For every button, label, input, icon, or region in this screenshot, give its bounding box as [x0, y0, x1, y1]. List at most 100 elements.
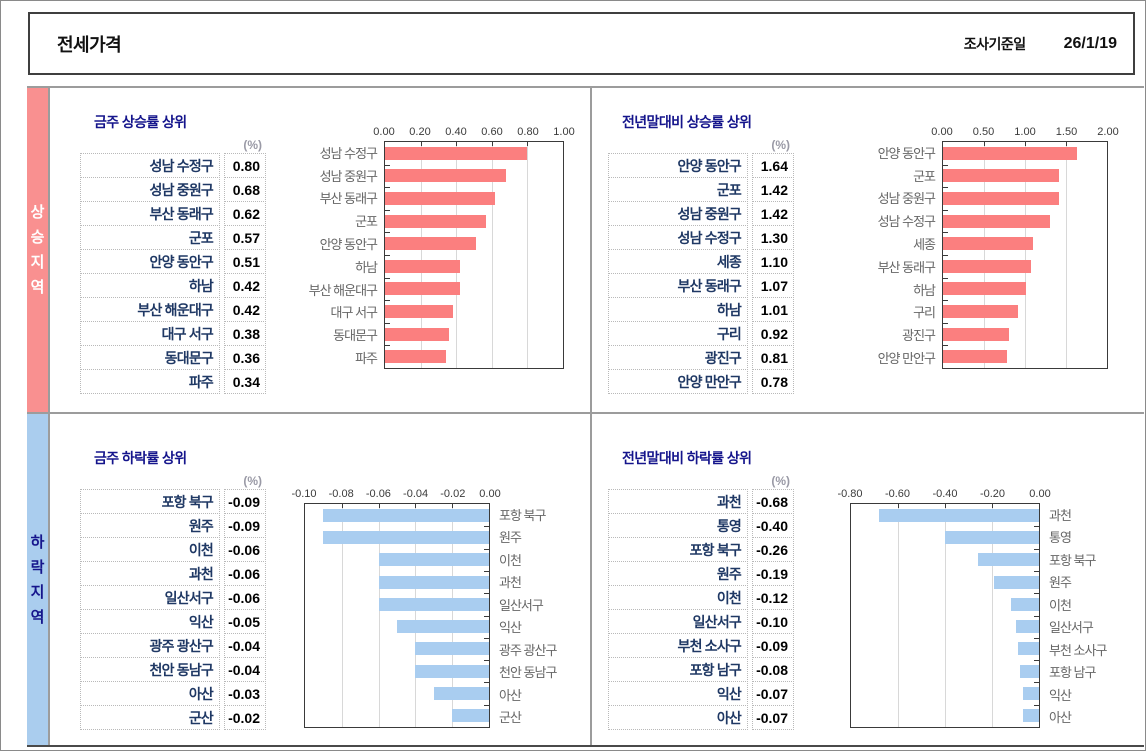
category-label: 파주	[355, 351, 378, 367]
region-name-cell: 익산	[80, 609, 220, 634]
value-cell: -0.06	[224, 537, 266, 562]
category-tick-mark	[1034, 615, 1039, 617]
region-name-cell: 광주 광산구	[80, 633, 220, 658]
value-cell: 0.68	[224, 177, 266, 202]
region-name-cell: 아산	[608, 705, 748, 730]
ytd-rise-table-block: 전년말대비 상승률 상위 (%) 안양 동안구 1.64 군포 1.42 성남 중원구 1…	[608, 112, 820, 412]
value-cell: -0.09	[224, 489, 266, 514]
category-tick-mark	[484, 660, 489, 662]
sidebar-falling-regions: 하 락 지 역	[27, 414, 50, 745]
bar	[1020, 664, 1039, 678]
axis-tick-mark	[1025, 142, 1026, 146]
region-name-cell: 일산서구	[80, 585, 220, 610]
bar	[1022, 687, 1039, 701]
region-name-cell: 과천	[80, 561, 220, 586]
x-axis: 0.00 0.20 0.40 0.60 0.80 1.00	[373, 126, 574, 141]
region-name-cell: 하남	[80, 273, 220, 298]
axis-tick-label: 0.50	[972, 126, 995, 138]
unit-label: (%)	[771, 138, 790, 152]
axis-tick-label: 0.00	[479, 488, 501, 500]
axis-tick-mark	[898, 504, 899, 508]
bar-row	[305, 593, 489, 615]
value-cell: 0.42	[224, 273, 266, 298]
bar	[433, 687, 489, 701]
category-tick-mark	[385, 232, 390, 234]
bar	[943, 191, 1060, 205]
ytd-rise-table: 안양 동안구 1.64 군포 1.42 성남 중원구 1.42 성남 수정구 1.30 세종 1.…	[608, 153, 794, 394]
axis-tick-mark	[945, 504, 946, 508]
bar	[945, 530, 1039, 544]
value-cell: -0.05	[224, 609, 266, 634]
rising-region-row: 상 승 지 역 금주 상승률 상위 (%) 성남 수정구 0.80 성남 중원구 0.…	[27, 88, 1144, 412]
axis-tick-mark	[456, 142, 458, 146]
table-row: 부천 소사구 -0.09	[608, 633, 794, 658]
bar-row	[305, 504, 489, 526]
gridline	[378, 504, 380, 727]
bar	[452, 709, 489, 723]
axis-tick-mark	[992, 504, 993, 508]
axis-tick-mark	[341, 504, 343, 508]
value-cell: -0.06	[224, 561, 266, 586]
table-row: 광주 광산구 -0.04	[80, 633, 266, 658]
bar	[1010, 597, 1039, 611]
region-name-cell: 안양 동안구	[80, 249, 220, 274]
category-label: 안양 동안구	[319, 237, 378, 253]
axis-tick-label: 2.00	[1097, 126, 1119, 138]
panel-weekly-fall: 금주 하락률 상위 (%) 포항 북구 -0.09 원주 -0.09 이천 -0.06 과천…	[50, 414, 590, 745]
bar-row	[385, 142, 563, 165]
bar-row	[943, 323, 1107, 346]
plot-row: 과천 통영 포항 북구 원주 이천 일산서구 부천 소사구 포항 남구 익산 아산	[850, 503, 1140, 728]
sidebar-falling-label: 하 락 지 역	[30, 533, 45, 626]
bar	[378, 597, 489, 611]
category-tick-mark	[1034, 526, 1039, 528]
axis-tick-label: -0.80	[837, 488, 863, 500]
table-row: 성남 중원구 0.68	[80, 177, 266, 202]
category-label: 안양 만안구	[877, 351, 936, 367]
region-name-cell: 파주	[80, 369, 220, 394]
category-tick-mark	[385, 255, 390, 256]
bar	[943, 214, 1050, 228]
bar-row	[305, 660, 489, 682]
region-name-cell: 군포	[608, 177, 748, 202]
bar	[385, 282, 460, 296]
value-cell: -0.07	[752, 681, 794, 706]
value-cell: 0.62	[224, 201, 266, 226]
category-label: 하남	[913, 282, 936, 298]
table-row: 성남 수정구 0.80	[80, 153, 266, 178]
table-row: 부산 동래구 0.62	[80, 201, 266, 226]
bar	[385, 237, 476, 251]
table-row: 군포 1.42	[608, 177, 794, 202]
value-cell: 0.92	[752, 321, 794, 346]
region-name-cell: 하남	[608, 297, 748, 322]
ytd-fall-title: 전년말대비 하락률 상위	[622, 450, 752, 466]
table-row: 포항 남구 -0.08	[608, 657, 794, 682]
value-cell: 1.10	[752, 249, 794, 274]
category-tick-mark	[484, 682, 489, 684]
bar	[943, 146, 1078, 160]
category-label: 광진구	[902, 328, 936, 344]
category-label: 구리	[913, 305, 936, 321]
value-cell: -0.68	[752, 489, 794, 514]
table-row: 이천 -0.12	[608, 585, 794, 610]
bar	[943, 282, 1026, 296]
value-cell: 1.42	[752, 177, 794, 202]
bar-row	[385, 345, 563, 368]
bar	[385, 214, 487, 228]
category-labels: 안양 동안구 군포 성남 중원구 성남 수정구 세종 부산 동래구 하남 구리 광진구 안양 만안…	[850, 141, 942, 369]
bar-row	[851, 549, 1039, 571]
survey-date-group: 조사기준일 26/1/19	[964, 34, 1117, 54]
bar-row	[385, 187, 563, 210]
bar	[385, 350, 446, 364]
plot-area	[384, 141, 564, 369]
category-label: 세종	[913, 237, 936, 253]
bar-row	[943, 278, 1107, 301]
ytd-fall-table-block: 전년말대비 하락률 상위 (%) 과천 -0.68 통영 -0.40 포항 북구 -0.2…	[608, 448, 820, 745]
axis-tick-mark	[491, 142, 493, 146]
value-cell: 1.01	[752, 297, 794, 322]
bar	[977, 553, 1039, 567]
gridline	[527, 142, 529, 368]
table-row: 안양 동안구 1.64	[608, 153, 794, 178]
bar	[943, 350, 1007, 364]
axis-tick-label: -0.10	[291, 488, 317, 500]
bar-row	[851, 660, 1039, 682]
